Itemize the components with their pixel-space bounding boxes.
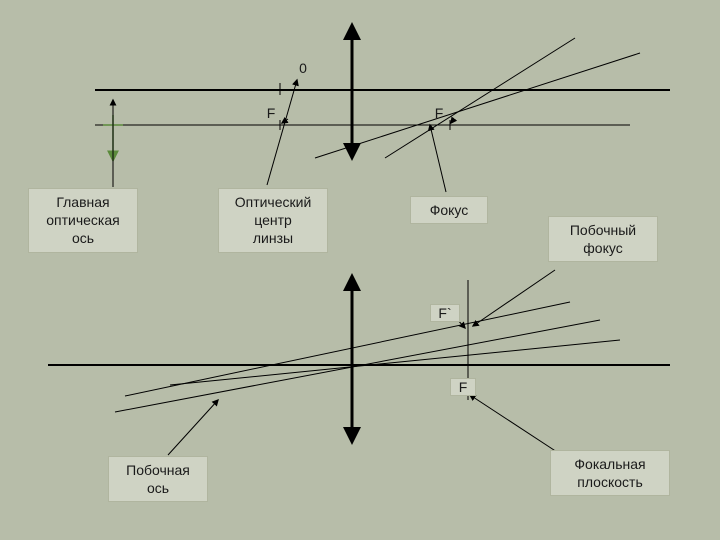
label-f-left: F — [264, 105, 278, 121]
box-side-axis: Побочная ось — [108, 456, 208, 502]
ray-b1 — [125, 302, 570, 396]
ptr-center — [267, 80, 297, 185]
ptr-focus — [430, 125, 446, 192]
label-f-prime: F` — [430, 304, 460, 322]
ptr-side-axis — [168, 400, 218, 455]
label-f-right: F — [432, 105, 446, 121]
box-side-focus: Побочный фокус — [548, 216, 658, 262]
label-f-bottom: F — [450, 378, 476, 396]
label-zero: 0 — [296, 60, 310, 76]
diagram-top — [95, 25, 670, 192]
diagram-bottom — [48, 270, 670, 455]
box-focus: Фокус — [410, 196, 488, 224]
box-focal-plane: Фокальная плоскость — [550, 450, 670, 496]
box-main-axis: Главная оптическая ось — [28, 188, 138, 253]
ptr-focal-plane — [470, 395, 557, 452]
ray-b3 — [170, 340, 620, 385]
box-optical-center: Оптический центр линзы — [218, 188, 328, 253]
ptr-f-right-label — [451, 119, 454, 123]
ray-1 — [315, 53, 640, 158]
ray-2 — [385, 38, 575, 158]
ptr-side-focus — [473, 270, 555, 326]
